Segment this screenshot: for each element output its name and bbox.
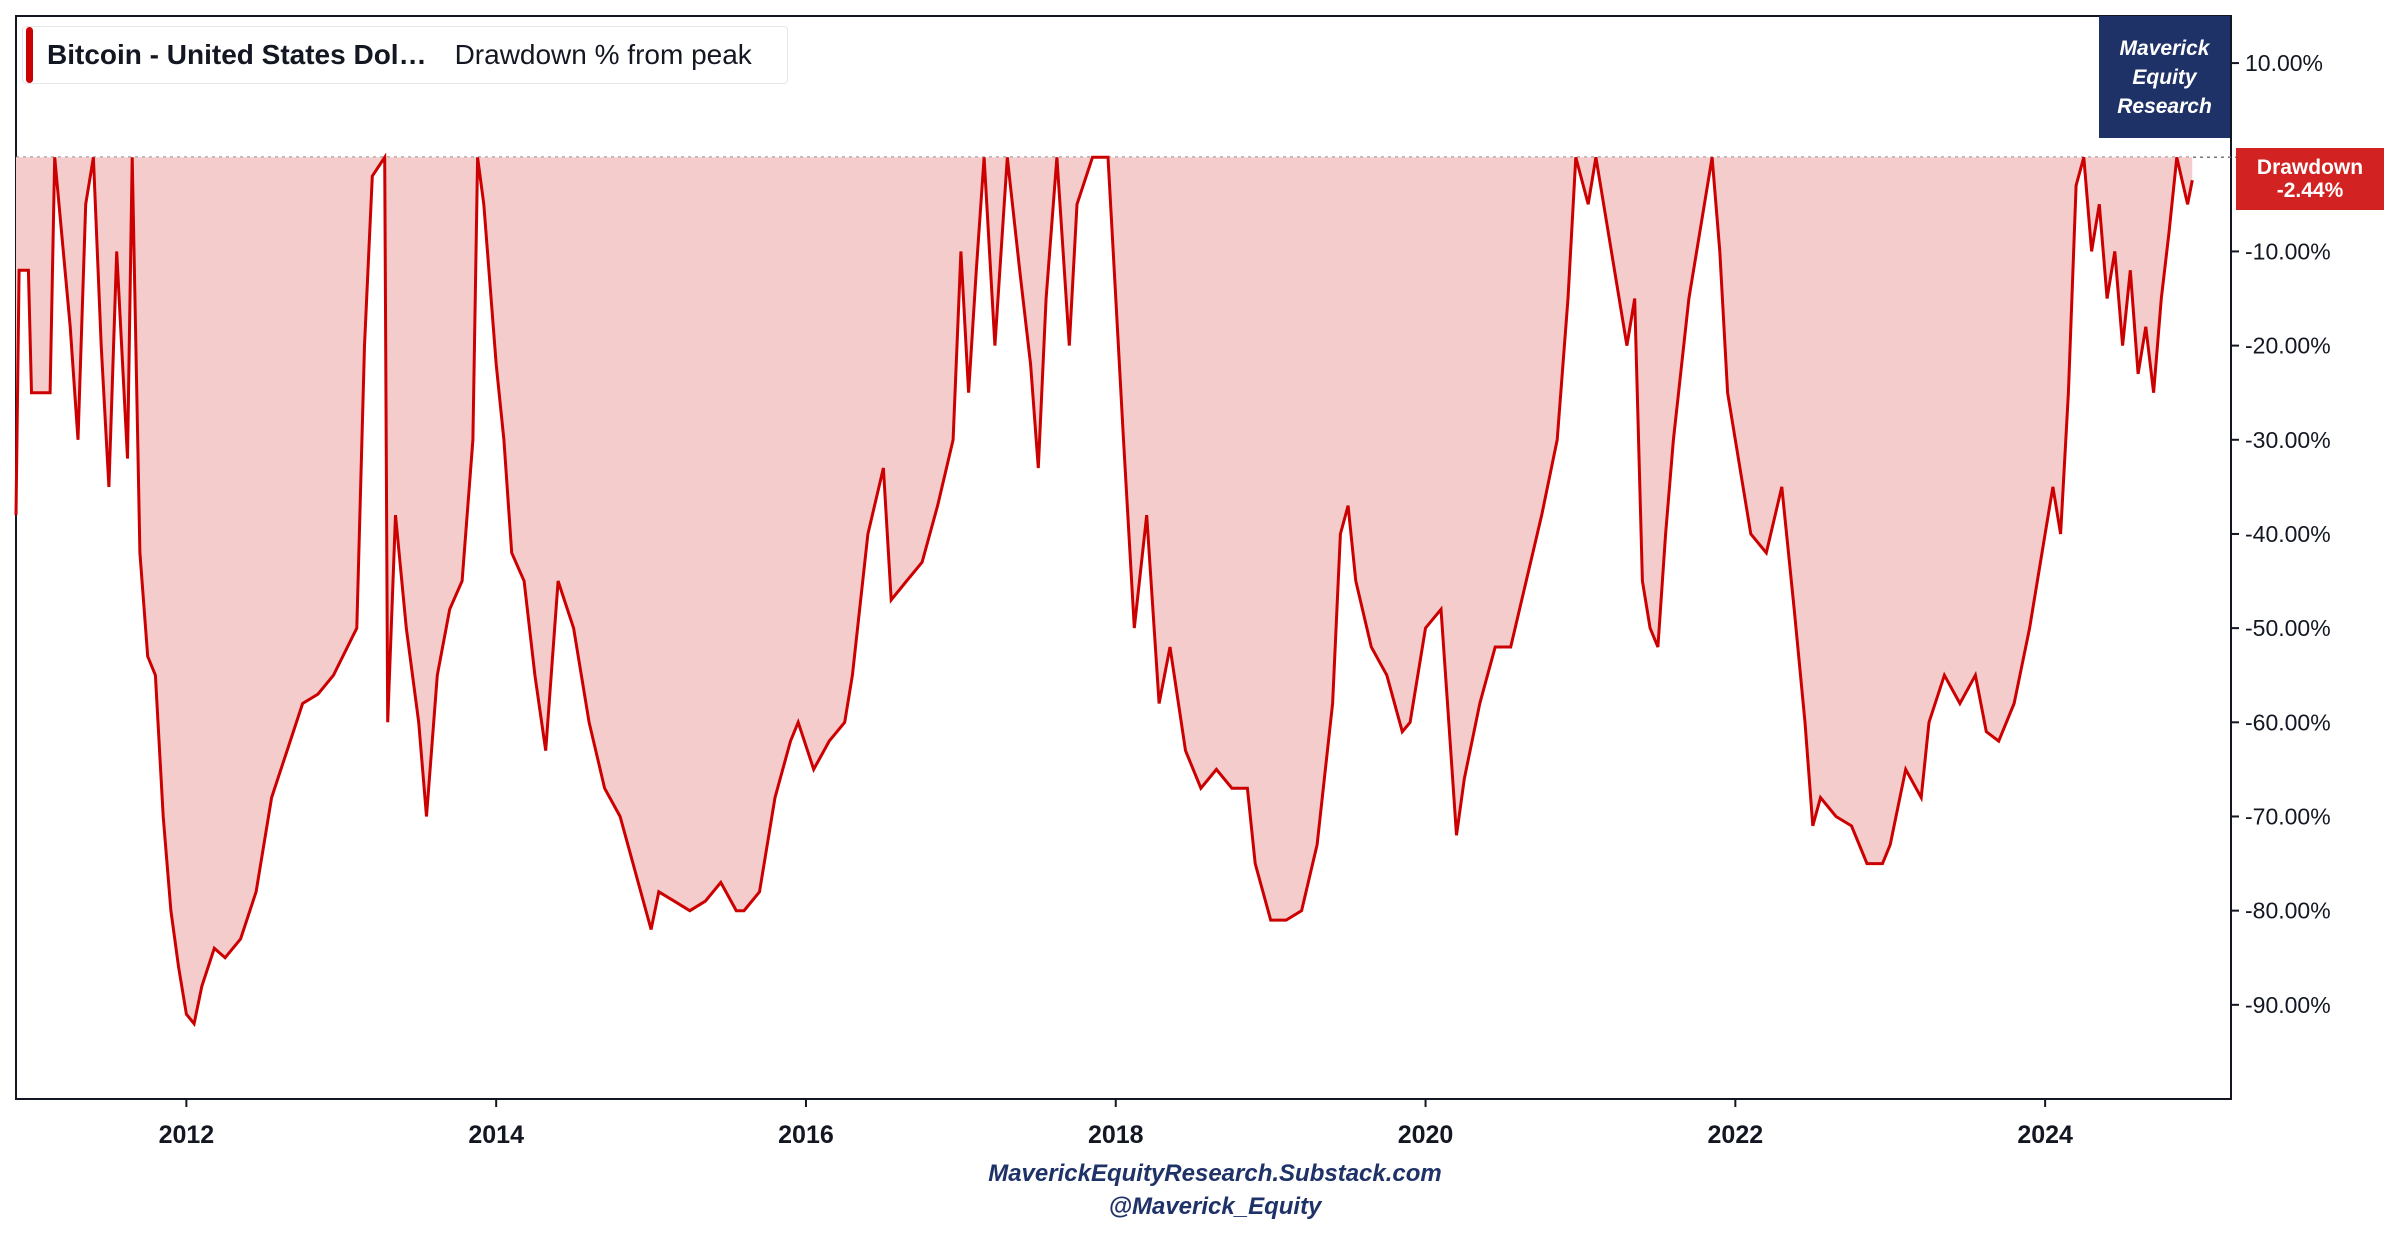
y-tick-label: -80.00% bbox=[2245, 898, 2331, 924]
y-tick-label: -10.00% bbox=[2245, 238, 2331, 264]
y-tick-label: -20.00% bbox=[2245, 333, 2331, 359]
series-legend[interactable]: Bitcoin - United States Dol… Drawdown % … bbox=[22, 26, 788, 84]
series-color-swatch bbox=[26, 27, 33, 83]
x-tick-label: 2024 bbox=[2017, 1121, 2073, 1149]
y-tick-label: -50.00% bbox=[2245, 615, 2331, 641]
drawdown-line bbox=[14, 152, 2194, 1028]
brand-line-1: Maverick bbox=[2119, 36, 2210, 60]
y-tick-label: -70.00% bbox=[2245, 803, 2331, 829]
y-tick-label: -90.00% bbox=[2245, 992, 2331, 1018]
x-tick-label: 2012 bbox=[159, 1121, 215, 1149]
y-tick-label: -40.00% bbox=[2245, 521, 2331, 547]
drawdown-area bbox=[16, 157, 2193, 1024]
last-value-badge: Drawdown -2.44% bbox=[2236, 148, 2384, 210]
y-tick-label: 10.00% bbox=[2245, 50, 2323, 76]
badge-label: Drawdown bbox=[2256, 156, 2364, 179]
x-tick-label: 2020 bbox=[1398, 1121, 1454, 1149]
x-tick-label: 2014 bbox=[468, 1121, 524, 1149]
brand-line-3: Research bbox=[2117, 94, 2212, 118]
y-axis: 10.00% -10.00% -20.00% -30.00% -40.00% -50.00… bbox=[2231, 50, 2331, 1018]
brand-logo: Maverick Equity Research bbox=[2099, 16, 2230, 138]
plot-frame bbox=[15, 15, 2232, 1100]
footer-handle[interactable]: @Maverick_Equity bbox=[1108, 1193, 1322, 1220]
y-tick-label: -30.00% bbox=[2245, 427, 2331, 453]
y-tick-label: -60.00% bbox=[2245, 709, 2331, 735]
footer-site[interactable]: MaverickEquityResearch.Substack.com bbox=[988, 1160, 1442, 1187]
x-tick-label: 2022 bbox=[1708, 1121, 1764, 1149]
brand-line-2: Equity bbox=[2132, 65, 2197, 89]
legend-series-name: Bitcoin - United States Dol… bbox=[47, 39, 427, 70]
x-tick-label: 2016 bbox=[778, 1121, 834, 1149]
x-tick-label: 2018 bbox=[1088, 1121, 1144, 1149]
x-axis: 2012 2014 2016 2018 2020 2022 2024 bbox=[159, 1099, 2073, 1149]
legend-metric-label: Drawdown % from peak bbox=[454, 39, 752, 70]
badge-value: -2.44% bbox=[2276, 179, 2344, 202]
